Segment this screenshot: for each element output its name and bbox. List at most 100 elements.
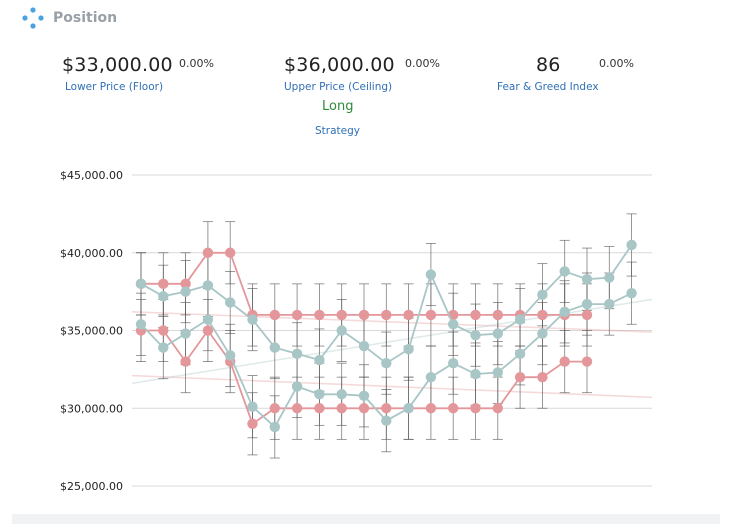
data-point [269,421,280,433]
data-point [314,389,325,400]
data-point [492,309,503,321]
y-tick-label: $35,000.00 [60,325,123,338]
data-point [514,314,526,325]
data-point [604,272,615,283]
data-point [180,278,191,290]
fear-greed-value: 86 [536,54,561,76]
price-chart: $45,000.00 $40,000.00 $35,000.00 $30,000.00… [60,169,653,493]
floor-stat: $33,000.00 0.00% Lower Price (Floor) [62,54,214,93]
diamond-dots-icon [22,7,44,29]
ceiling-label: Upper Price (Ceiling) [284,81,393,93]
data-point [581,298,593,310]
data-point [381,403,392,414]
ceiling-value: $36,000.00 [284,54,395,76]
card-header: Position [22,4,117,32]
data-point [403,309,414,321]
data-point [180,356,191,367]
data-point [135,278,147,290]
data-point [269,403,280,414]
data-point [559,266,570,277]
data-point [514,371,526,383]
fear-greed-label: Fear & Greed Index [497,81,599,93]
floor-value: $33,000.00 [62,54,173,76]
data-point [581,273,593,285]
data-point [381,415,392,426]
data-point [180,328,191,339]
data-point [247,314,258,325]
ceiling-change: 0.00% [405,57,440,70]
data-point [358,403,370,414]
data-point [158,278,169,290]
data-point [470,403,481,414]
card-bottom-shadow [12,514,720,524]
data-point [158,325,169,336]
data-point [492,328,503,339]
data-point [202,280,214,291]
data-point [537,289,548,300]
data-point [559,356,570,367]
data-point [492,403,503,414]
data-point [626,239,637,251]
ceiling-stat: $36,000.00 0.00% Upper Price (Ceiling) [284,54,440,93]
data-point [448,357,459,369]
data-point [291,403,303,414]
data-point [626,287,637,299]
position-card: Position $33,000.00 0.00% Lower Price (F… [22,4,653,493]
strategy-value: Long [322,99,354,114]
data-point [559,306,570,318]
data-point [135,319,147,330]
data-point [336,325,347,336]
data-point [180,286,191,297]
floor-label: Lower Price (Floor) [65,81,164,93]
data-point [537,309,548,321]
data-point [537,371,548,383]
data-point [581,309,593,321]
data-point [336,309,347,321]
data-point [425,269,437,280]
data-point [158,291,169,302]
fear-greed-stat: 86 0.00% Fear & Greed Index [497,54,634,93]
data-point [291,348,303,360]
data-point [448,403,459,414]
data-point [403,403,414,414]
data-point [358,340,370,352]
data-point [158,342,169,353]
y-tick-label: $25,000.00 [60,480,123,493]
trend-line [131,298,653,385]
data-point [358,309,370,321]
data-point [425,371,437,383]
data-point [448,319,459,330]
data-point [269,342,280,353]
data-point [514,348,526,360]
fear-greed-change: 0.00% [599,57,634,70]
data-point [537,328,548,339]
data-point [336,403,347,414]
trend-line [131,374,653,399]
data-point [247,401,258,412]
data-point [492,367,503,378]
y-tick-label: $40,000.00 [60,247,123,260]
data-point [225,350,236,361]
data-point [604,298,615,310]
data-point [225,297,236,308]
floor-change: 0.00% [179,57,214,70]
data-point [225,247,236,258]
data-point [314,403,325,414]
data-point [314,309,325,321]
data-point [202,325,214,336]
data-point [381,309,392,321]
data-point [314,354,325,366]
data-point [336,389,347,400]
data-point [381,357,392,369]
card-title: Position [53,10,118,26]
data-point [247,418,258,429]
data-point [202,247,214,258]
y-tick-label: $45,000.00 [60,169,123,182]
y-tick-label: $30,000.00 [60,402,123,415]
data-point [470,309,481,321]
data-point [358,390,370,402]
data-point [291,309,303,321]
data-point [425,309,437,321]
data-point [403,343,414,355]
data-point [581,356,593,367]
